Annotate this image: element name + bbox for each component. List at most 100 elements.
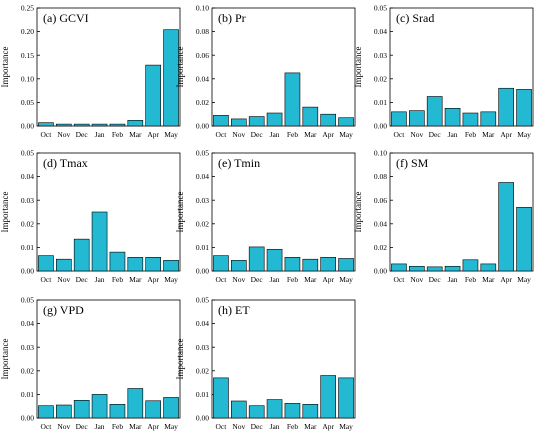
plot-frame	[389, 7, 534, 127]
bar-apr	[320, 113, 336, 127]
x-tick-label: Dec	[251, 130, 264, 139]
x-tick-label: Nov	[410, 130, 423, 139]
bar-jan	[91, 123, 108, 127]
y-axis-label: Importance	[353, 192, 363, 233]
chart-panel-4: 0.00 0.01 0.02 0.03 0.04 0.05 Oct Nov Dec Jan Feb M…	[175, 149, 356, 284]
bar-oct	[391, 263, 407, 272]
x-tick-label: May	[517, 275, 531, 284]
panel-title: (h) ET	[218, 303, 250, 317]
x-tick-label: May	[164, 275, 178, 284]
bar-apr	[145, 400, 161, 419]
bar-jan	[444, 265, 461, 272]
bar-dec	[248, 116, 265, 127]
bar-may	[338, 117, 354, 127]
x-tick-label: Oct	[394, 130, 406, 139]
panel-title: (c) Srad	[396, 11, 434, 25]
y-tick-label: 0.05	[196, 296, 209, 305]
y-tick-label: 0.00	[196, 122, 209, 131]
bar-mar	[302, 258, 319, 272]
chart-panel-3: 0.00 0.01 0.02 0.03 0.04 0.05 Oct Nov Dec Jan Feb M…	[0, 149, 181, 284]
y-tick-label: 0.00	[21, 267, 34, 276]
bar-jan	[444, 108, 461, 127]
y-tick-label: 0.02	[196, 98, 209, 107]
y-tick-label: 0.02	[21, 219, 34, 228]
x-tick-label: Dec	[429, 275, 442, 284]
y-tick-label: 0.10	[374, 149, 387, 158]
y-tick-label: 0.04	[196, 74, 209, 83]
y-tick-label: 0.00	[196, 414, 209, 423]
x-tick-label: Mar	[304, 130, 317, 139]
x-tick-label: Mar	[129, 130, 142, 139]
y-tick-label: 0.02	[374, 243, 387, 252]
x-tick-label: Mar	[482, 130, 495, 139]
bar-nov	[56, 404, 72, 419]
y-tick-label: 0.05	[21, 98, 34, 107]
x-tick-label: Dec	[76, 275, 89, 284]
x-tick-label: Dec	[251, 275, 264, 284]
x-tick-label: Apr	[500, 130, 512, 139]
chart-panel-0: 0.00 0.05 0.10 0.15 0.20 0.25 Oct Nov Dec Jan Feb M…	[0, 4, 181, 139]
x-tick-label: Oct	[216, 130, 228, 139]
plot-frame	[36, 152, 181, 272]
x-tick-label: Feb	[112, 130, 124, 139]
x-tick-label: Feb	[465, 275, 477, 284]
x-tick-label: Mar	[482, 275, 495, 284]
bar-dec	[73, 238, 90, 272]
bar-feb	[109, 251, 126, 272]
y-tick-label: 0.01	[21, 390, 34, 399]
y-axis-label: Importance	[175, 339, 185, 380]
bar-oct	[213, 377, 229, 419]
x-tick-label: Jan	[270, 422, 280, 431]
plot-frame	[211, 299, 356, 419]
bar-oct	[38, 405, 54, 419]
x-tick-label: Mar	[304, 422, 317, 431]
bar-nov	[56, 123, 72, 127]
bar-jan	[266, 399, 283, 419]
x-tick-label: Apr	[322, 130, 334, 139]
y-tick-label: 0.00	[374, 122, 387, 131]
bar-mar	[302, 106, 319, 127]
chart-panel-5: 0.00 0.02 0.04 0.06 0.08 0.10 Oct Nov Dec Jan Feb M…	[353, 149, 534, 284]
bar-dec	[73, 123, 90, 127]
bar-feb	[284, 72, 301, 127]
x-tick-label: Jan	[270, 130, 280, 139]
bar-dec	[426, 96, 443, 127]
panel-title: (b) Pr	[218, 11, 246, 25]
plot-frame	[211, 152, 356, 272]
x-tick-label: Nov	[232, 130, 245, 139]
x-tick-label: Feb	[465, 130, 477, 139]
x-tick-label: Oct	[216, 422, 228, 431]
bar-mar	[127, 120, 144, 127]
bar-apr	[498, 182, 514, 272]
y-tick-label: 0.04	[374, 27, 387, 36]
y-tick-label: 0.00	[21, 122, 34, 131]
y-tick-label: 0.00	[374, 267, 387, 276]
x-tick-label: May	[339, 130, 353, 139]
y-tick-label: 0.03	[21, 196, 34, 205]
bar-may	[516, 89, 532, 127]
x-tick-label: Apr	[322, 275, 334, 284]
y-tick-label: 0.01	[21, 243, 34, 252]
y-tick-label: 0.05	[21, 149, 34, 158]
panel-title: (e) Tmin	[218, 156, 260, 170]
x-tick-label: Jan	[95, 130, 105, 139]
bar-oct	[391, 111, 407, 127]
y-axis-label: Importance	[175, 47, 185, 88]
bar-dec	[248, 246, 265, 272]
chart-panel-2: 0.00 0.01 0.02 0.03 0.04 0.05 Oct Nov Dec Jan Feb M…	[353, 4, 534, 139]
bar-nov	[56, 258, 72, 272]
y-tick-label: 0.00	[21, 414, 34, 423]
y-axis-label: Importance	[175, 192, 185, 233]
bar-apr	[145, 64, 161, 127]
y-tick-label: 0.02	[196, 366, 209, 375]
y-tick-label: 0.01	[196, 243, 209, 252]
bar-mar	[127, 388, 144, 419]
x-tick-label: Nov	[232, 275, 245, 284]
x-tick-label: Jan	[95, 422, 105, 431]
bar-apr	[498, 87, 514, 127]
bar-feb	[109, 123, 126, 127]
y-tick-label: 0.03	[374, 51, 387, 60]
x-tick-label: Feb	[287, 130, 299, 139]
x-tick-label: Oct	[216, 275, 228, 284]
